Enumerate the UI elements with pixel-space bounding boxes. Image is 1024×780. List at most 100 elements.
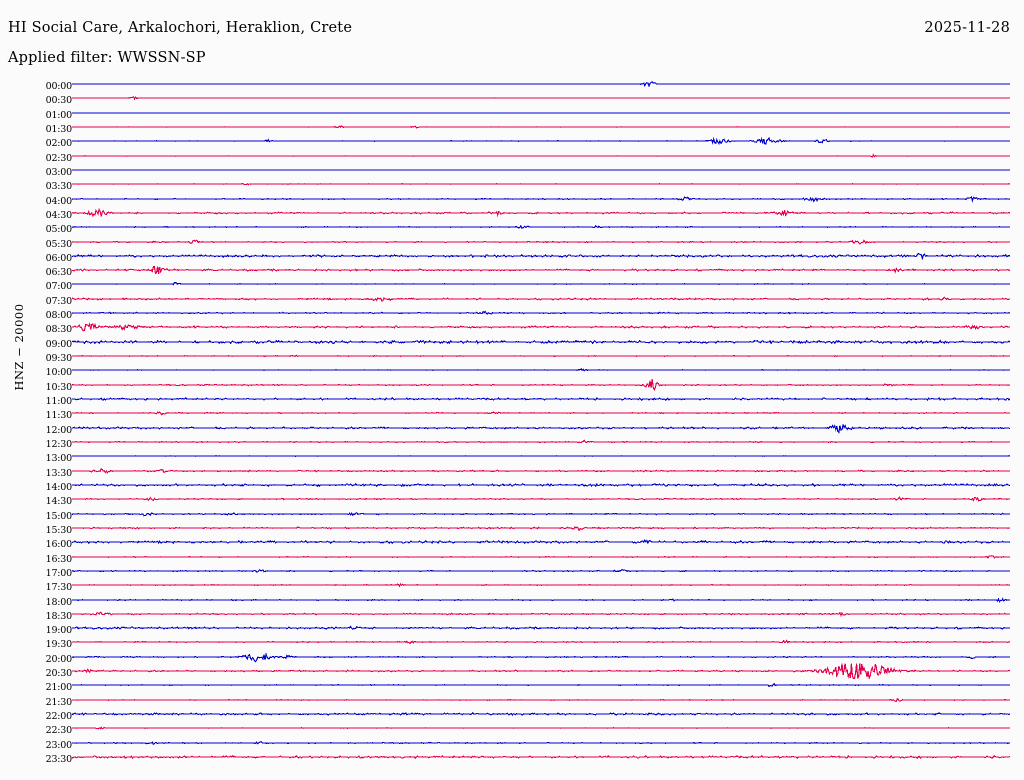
row-time-label: 18:00 xyxy=(45,596,73,608)
waveform-trace xyxy=(72,749,1010,765)
trace-row: 18:30 xyxy=(0,610,1024,626)
row-time-label: 14:30 xyxy=(45,496,73,508)
trace-row: 20:30 xyxy=(0,663,1024,683)
waveform-trace xyxy=(72,592,1010,608)
waveform-trace xyxy=(72,319,1010,335)
trace-row: 15:00 xyxy=(0,511,1024,526)
waveform-trace xyxy=(72,577,1010,593)
trace-row: 11:00 xyxy=(0,397,1024,411)
row-time-label: 09:30 xyxy=(45,353,73,365)
trace-row: 09:00 xyxy=(0,339,1024,354)
row-time-label: 23:30 xyxy=(45,754,73,766)
waveform-trace xyxy=(72,176,1010,192)
trace-row: 23:00 xyxy=(0,741,1024,755)
trace-row: 03:30 xyxy=(0,182,1024,196)
row-time-label: 20:30 xyxy=(45,668,73,680)
row-time-label: 17:30 xyxy=(45,582,73,594)
trace-row: 01:00 xyxy=(0,111,1024,125)
page-title: HI Social Care, Arkalochori, Heraklion, … xyxy=(8,20,353,36)
row-time-label: 12:00 xyxy=(45,424,73,436)
row-time-label: 02:30 xyxy=(45,152,73,164)
row-time-label: 21:30 xyxy=(45,696,73,708)
waveform-trace xyxy=(72,133,1010,149)
waveform-trace xyxy=(72,506,1010,522)
waveform-trace xyxy=(72,219,1010,235)
row-time-label: 21:00 xyxy=(45,682,73,694)
waveform-trace xyxy=(72,248,1010,264)
trace-row: 03:00 xyxy=(0,168,1024,182)
trace-row: 00:30 xyxy=(0,96,1024,110)
trace-row: 14:00 xyxy=(0,481,1024,497)
trace-row: 20:00 xyxy=(0,651,1024,669)
trace-row: 02:00 xyxy=(0,137,1024,153)
trace-row: 04:30 xyxy=(0,207,1024,225)
trace-row: 05:30 xyxy=(0,238,1024,254)
waveform-trace xyxy=(72,262,1010,278)
waveform-trace xyxy=(72,663,1010,680)
row-time-label: 01:30 xyxy=(45,123,73,135)
row-time-label: 18:30 xyxy=(45,610,73,622)
trace-row: 04:00 xyxy=(0,195,1024,211)
row-time-label: 11:30 xyxy=(45,410,73,422)
waveform-trace xyxy=(72,291,1010,307)
row-time-label: 04:00 xyxy=(45,195,73,207)
waveform-trace xyxy=(72,720,1010,736)
waveform-trace xyxy=(72,205,1010,221)
row-time-label: 15:30 xyxy=(45,524,73,536)
waveform-trace xyxy=(72,276,1010,292)
row-time-label: 08:00 xyxy=(45,310,73,322)
trace-row: 18:00 xyxy=(0,596,1024,612)
trace-row: 12:30 xyxy=(0,439,1024,454)
row-time-label: 00:00 xyxy=(45,81,73,92)
row-time-label: 22:00 xyxy=(45,711,73,723)
row-time-label: 14:00 xyxy=(45,481,73,493)
waveform-trace xyxy=(72,305,1010,321)
row-time-label: 10:00 xyxy=(45,367,73,379)
row-time-label: 12:30 xyxy=(45,439,73,450)
trace-row: 16:00 xyxy=(0,539,1024,554)
waveform-trace xyxy=(72,520,1010,536)
waveform-trace xyxy=(72,377,1010,393)
waveform-trace xyxy=(72,620,1010,636)
row-time-label: 19:00 xyxy=(45,625,73,637)
waveform-trace xyxy=(72,649,1010,665)
waveform-trace xyxy=(72,162,1010,178)
trace-row: 10:00 xyxy=(0,368,1024,382)
waveform-trace xyxy=(72,677,1010,693)
trace-row: 13:00 xyxy=(0,454,1024,468)
row-time-label: 10:30 xyxy=(45,381,73,393)
row-time-label: 07:00 xyxy=(45,281,73,293)
waveform-trace xyxy=(72,90,1010,106)
row-time-label: 05:30 xyxy=(45,238,73,250)
row-time-label: 07:30 xyxy=(45,295,73,307)
row-time-label: 20:00 xyxy=(45,653,73,665)
row-time-label: 08:30 xyxy=(45,324,73,336)
row-time-label: 17:00 xyxy=(45,567,73,579)
trace-row: 00:00 xyxy=(0,81,1024,96)
trace-row: 14:30 xyxy=(0,496,1024,511)
trace-row: 08:30 xyxy=(0,322,1024,339)
waveform-trace xyxy=(72,634,1010,650)
row-time-label: 04:30 xyxy=(45,209,73,221)
row-time-label: 02:00 xyxy=(45,138,73,150)
trace-row: 22:00 xyxy=(0,712,1024,726)
waveform-trace xyxy=(72,76,1010,92)
waveform-trace xyxy=(72,534,1010,550)
trace-row: 23:30 xyxy=(0,754,1024,769)
trace-row: 17:30 xyxy=(0,583,1024,597)
waveform-trace xyxy=(72,391,1010,407)
applied-filter-label: Applied filter: WWSSN-SP xyxy=(8,50,206,66)
trace-row: 10:30 xyxy=(0,378,1024,397)
trace-row: 21:00 xyxy=(0,683,1024,697)
trace-row: 15:30 xyxy=(0,524,1024,540)
trace-row: 21:30 xyxy=(0,696,1024,712)
waveform-trace xyxy=(72,563,1010,579)
trace-row: 09:30 xyxy=(0,354,1024,368)
row-time-label: 03:30 xyxy=(45,181,73,193)
trace-row: 06:30 xyxy=(0,266,1024,282)
row-time-label: 00:30 xyxy=(45,95,73,107)
trace-row: 22:30 xyxy=(0,726,1024,740)
row-time-label: 13:30 xyxy=(45,467,73,479)
trace-row: 19:00 xyxy=(0,625,1024,640)
trace-row: 17:00 xyxy=(0,567,1024,583)
